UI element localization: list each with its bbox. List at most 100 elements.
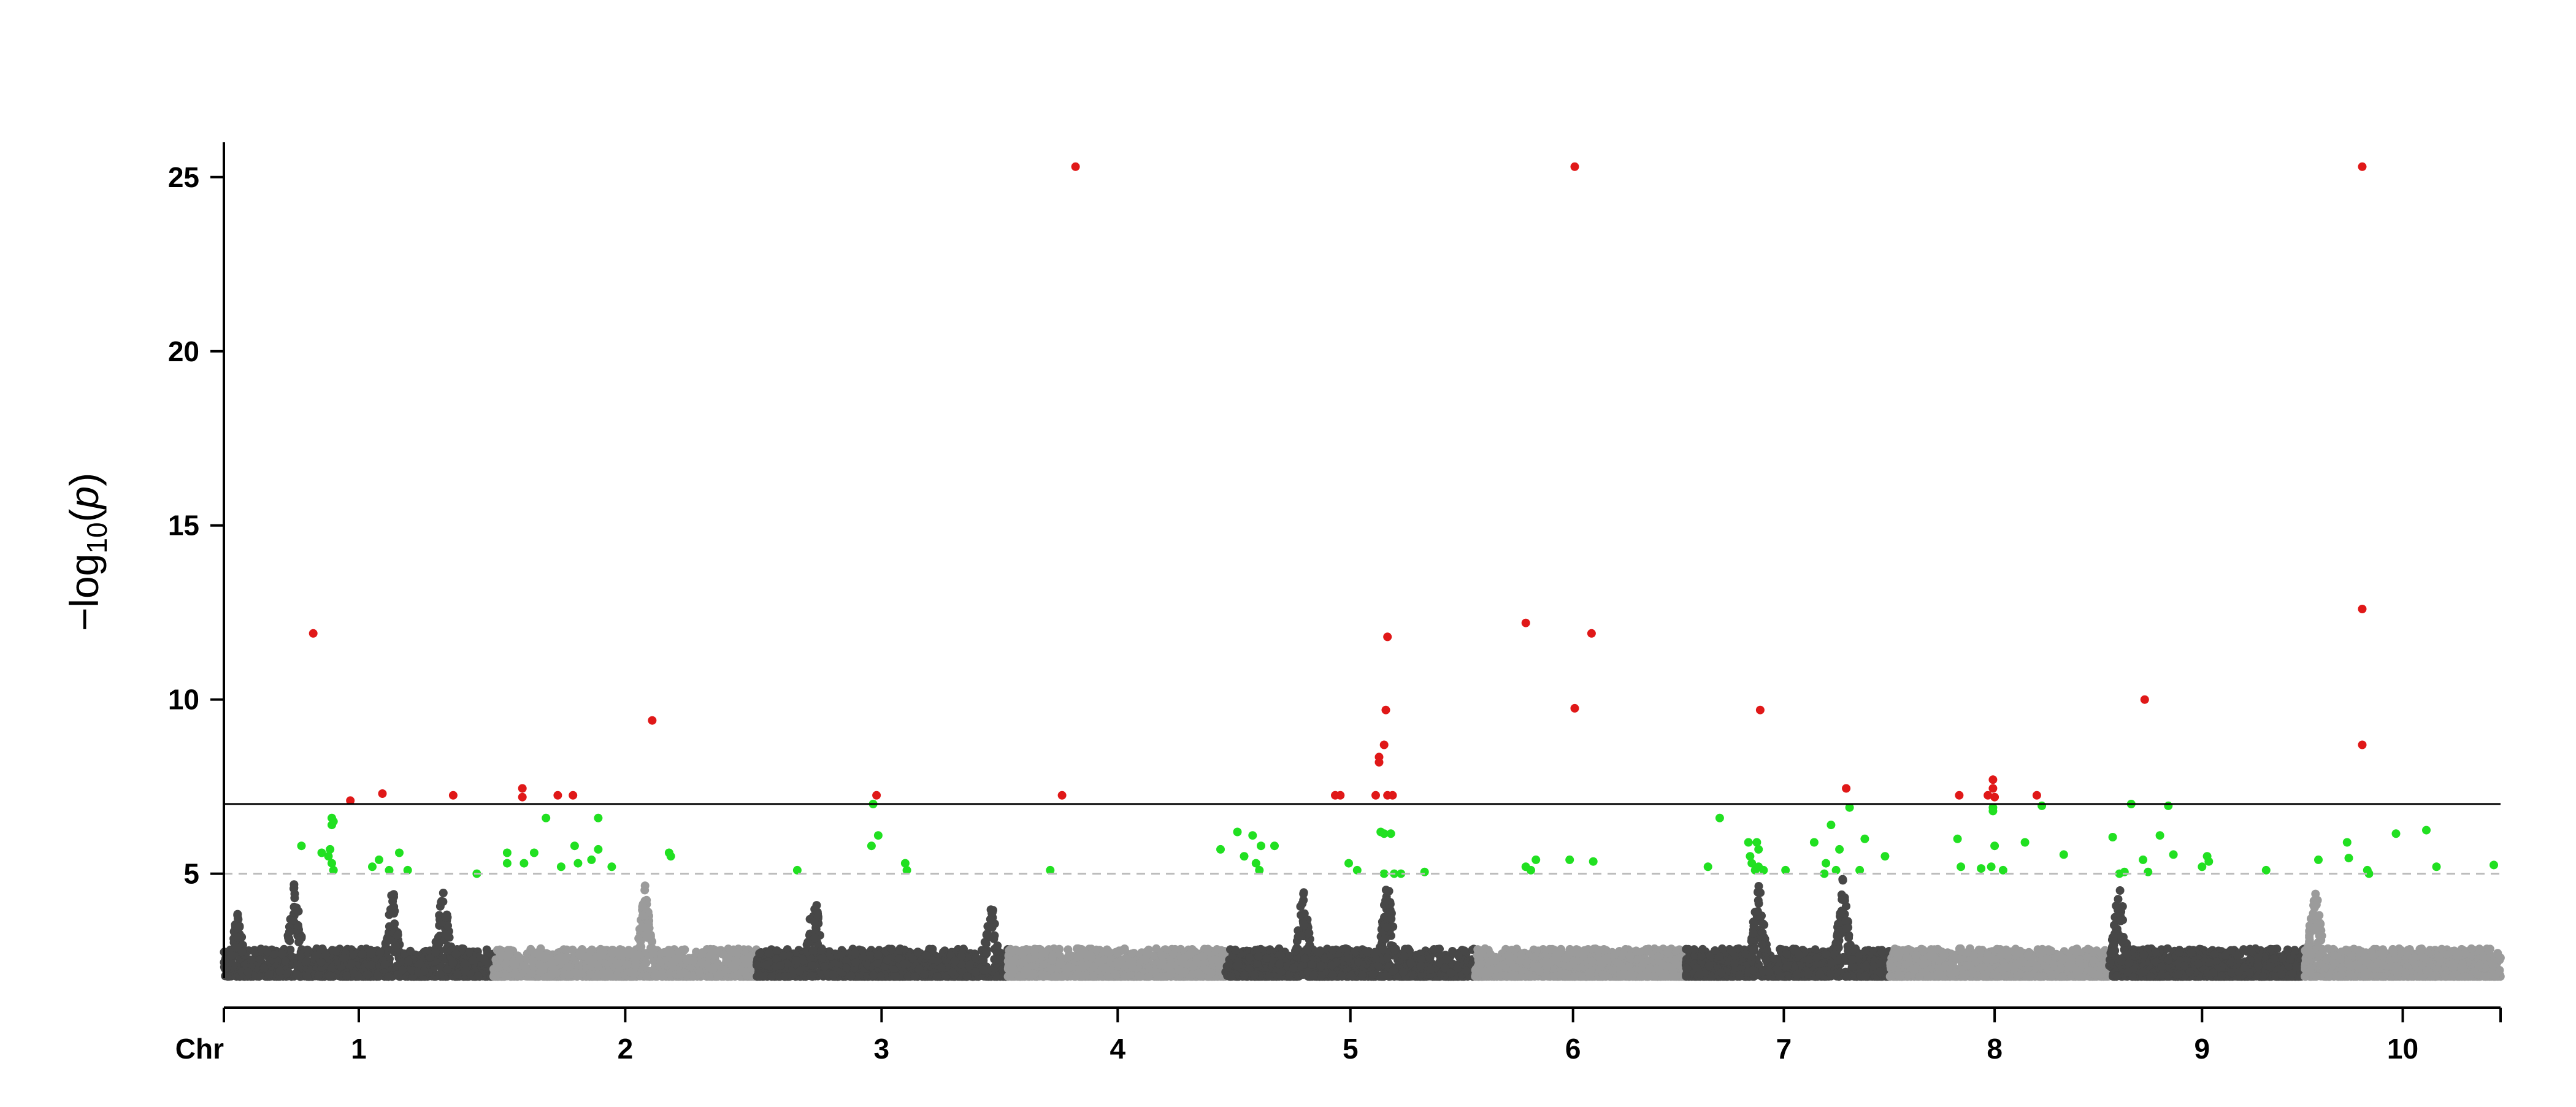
snp-point — [792, 956, 801, 965]
snp-point — [767, 972, 776, 981]
snp-point — [223, 972, 232, 981]
snp-point — [391, 941, 400, 950]
snp-point — [398, 965, 407, 975]
snp-point — [389, 909, 399, 918]
snp-point — [656, 957, 665, 967]
snp-point — [817, 946, 826, 955]
chromosome-3-points — [752, 901, 1013, 981]
snp-point — [851, 958, 860, 967]
snp-point — [659, 971, 668, 981]
snp-point — [535, 968, 545, 977]
snp-point — [650, 971, 659, 980]
snp-point — [384, 972, 393, 981]
snp-point — [480, 955, 489, 964]
snp-point — [326, 971, 335, 981]
snp-point — [348, 950, 358, 959]
snp-point — [972, 968, 981, 977]
snp-point — [354, 971, 363, 981]
snp-point — [269, 950, 278, 959]
snp-point — [695, 968, 704, 977]
snp-point — [993, 941, 1002, 950]
snp-point — [327, 964, 336, 973]
snp-point — [237, 947, 247, 956]
snp-point — [586, 970, 596, 979]
chromosome-4-points — [1003, 944, 1230, 981]
snp-point — [979, 965, 988, 975]
snp-point — [869, 971, 878, 980]
snp-point — [302, 957, 311, 966]
snp-point — [367, 949, 376, 959]
snp-point — [764, 948, 773, 957]
snp-point — [288, 916, 297, 925]
snp-point — [237, 967, 247, 976]
snp-point — [501, 971, 510, 980]
snp-point — [776, 961, 785, 970]
snp-point — [993, 954, 1002, 963]
snp-point — [650, 949, 659, 958]
snp-point — [297, 933, 306, 943]
snp-point — [571, 968, 580, 977]
snp-point — [406, 946, 415, 956]
snp-point — [562, 953, 571, 962]
snp-point — [732, 948, 741, 957]
snp-point — [642, 933, 651, 942]
snp-point — [431, 948, 440, 957]
snp-point — [781, 971, 789, 981]
snp-point — [264, 970, 274, 979]
snp-point — [922, 951, 931, 960]
snp-point — [416, 960, 425, 969]
snp-point — [987, 923, 997, 932]
snp-point — [846, 971, 856, 981]
snp-point — [613, 960, 622, 969]
snp-point — [950, 957, 959, 966]
snp-point — [243, 967, 253, 976]
snp-point — [284, 935, 293, 944]
snp-point — [519, 961, 529, 970]
snp-point — [988, 908, 997, 917]
snp-point — [731, 956, 740, 965]
snp-point — [742, 971, 751, 980]
snp-point — [910, 972, 919, 981]
snp-point — [634, 934, 643, 943]
snp-point — [302, 972, 312, 981]
snp-point — [883, 956, 892, 965]
snp-point — [316, 958, 326, 967]
snp-point — [866, 951, 875, 960]
snp-point — [660, 948, 669, 957]
snp-point — [873, 959, 882, 968]
snp-point — [311, 952, 320, 961]
snp-point — [385, 922, 394, 931]
snp-point — [638, 902, 647, 910]
snp-point — [363, 970, 372, 979]
snp-point — [290, 894, 299, 903]
snp-point — [238, 941, 247, 950]
snp-point — [275, 967, 285, 976]
snp-point — [441, 913, 450, 922]
snp-point — [887, 944, 896, 954]
snp-point — [347, 959, 356, 968]
snp-point — [342, 971, 351, 980]
snp-point — [705, 972, 714, 981]
snp-point — [263, 947, 272, 956]
snp-point — [321, 950, 331, 959]
snp-point — [813, 908, 822, 917]
snp-point — [707, 946, 716, 955]
snp-point — [562, 945, 572, 954]
data-points — [220, 162, 2505, 981]
snp-point — [375, 948, 385, 957]
snp-point — [891, 972, 900, 981]
snp-point — [385, 928, 394, 937]
snp-point — [435, 962, 445, 971]
snp-point — [829, 970, 837, 979]
snp-point — [637, 942, 646, 951]
snp-point — [623, 960, 632, 969]
snp-point — [259, 963, 269, 973]
snp-point — [256, 955, 265, 964]
snp-point — [599, 946, 608, 955]
snp-point — [638, 911, 647, 921]
snp-point — [282, 969, 291, 978]
snp-point — [385, 935, 394, 944]
snp-point — [435, 970, 445, 979]
snp-point — [841, 963, 851, 973]
